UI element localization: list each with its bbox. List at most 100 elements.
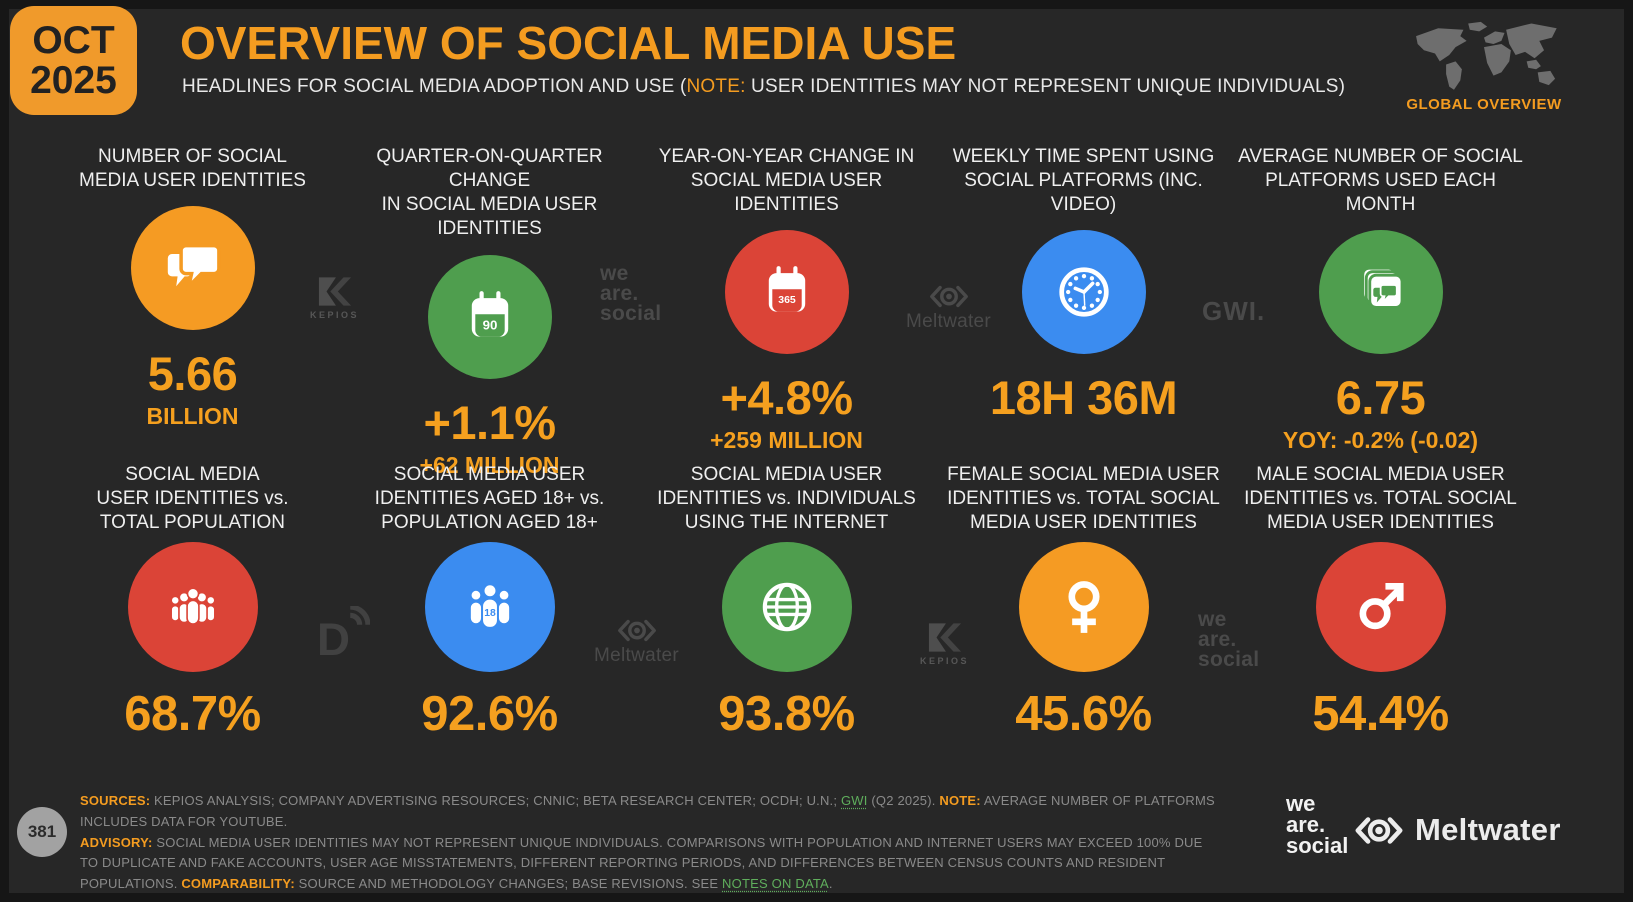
kepios-logo-label: KEPIOS (310, 310, 360, 320)
stat-label: MALE SOCIAL MEDIA USER IDENTITIES vs. TO… (1244, 464, 1517, 534)
sources-text-2: (Q2 2025). (867, 793, 940, 808)
we-are-social-logo-text: social (600, 301, 662, 325)
stat-icon-circle (1018, 542, 1149, 672)
sources-label: SOURCES: (80, 793, 151, 808)
stat-value: +4.8% (720, 371, 853, 425)
stat-icon-circle: 18 (424, 542, 555, 672)
stat-value: 5.66 (147, 347, 238, 401)
stat-subvalue: YOY: -0.2% (-0.02) (1282, 427, 1479, 454)
date-badge-month: OCT (32, 18, 115, 62)
stats-row-1: NUMBER OF SOCIAL MEDIA USER IDENTITIES 5… (44, 145, 1529, 477)
meltwater-logo-label: Meltwater (594, 645, 680, 666)
stat-card-vs-internet-users: SOCIAL MEDIA USER IDENTITIES vs. INDIVID… (638, 463, 935, 739)
chat-bubbles-icon (167, 244, 221, 292)
calendar-90-number: 90 (482, 317, 497, 332)
calendar-90-icon: 90 (471, 290, 508, 337)
subtitle-text: HEADLINES FOR SOCIAL MEDIA ADOPTION AND … (182, 76, 687, 97)
page-subtitle: HEADLINES FOR SOCIAL MEDIA ADOPTION AND … (182, 76, 1345, 98)
subtitle-note-label: NOTE: (686, 76, 746, 97)
datareportal-logo-icon: D (317, 606, 370, 658)
stat-label: SOCIAL MEDIA USER IDENTITIES vs. TOTAL P… (96, 464, 289, 534)
notes-suffix: . (828, 876, 833, 892)
stat-card-weekly-time: WEEKLY TIME SPENT USING SOCIAL PLATFORMS… (935, 145, 1232, 477)
stat-label: WEEKLY TIME SPENT USING SOCIAL PLATFORMS… (952, 146, 1215, 216)
stat-subvalue: +62 MILLION (419, 451, 560, 478)
stat-icon-circle (127, 542, 258, 672)
kepios-logo-label: KEPIOS (920, 656, 970, 666)
stat-icon-circle: 90 (427, 254, 552, 379)
calendar-365-number: 365 (778, 295, 796, 307)
we-are-social-logo-text: we (1286, 791, 1316, 816)
stats-row-2: SOCIAL MEDIA USER IDENTITIES vs. TOTAL P… (44, 463, 1529, 739)
stat-card-user-identities: NUMBER OF SOCIAL MEDIA USER IDENTITIES 5… (44, 145, 341, 477)
kepios-logo: KEPIOS (920, 622, 969, 666)
we-are-social-logo-text: are. (1286, 811, 1326, 837)
page-number-badge: 381 (17, 807, 67, 857)
note-label: NOTE: (939, 793, 981, 808)
notes-on-data-link[interactable]: NOTES ON DATA (722, 876, 829, 892)
page-title: OVERVIEW OF SOCIAL MEDIA USE (180, 17, 957, 69)
stat-value: 93.8% (718, 687, 855, 741)
meltwater-logo: Meltwater (594, 618, 679, 667)
stat-icon-circle: 365 (724, 230, 849, 355)
gwi-logo-text: GWI. (1202, 296, 1266, 326)
stat-card-male-share: MALE SOCIAL MEDIA USER IDENTITIES vs. TO… (1232, 463, 1529, 739)
stat-card-female-share: FEMALE SOCIAL MEDIA USER IDENTITIES vs. … (935, 463, 1232, 739)
kepios-logo-icon (928, 623, 961, 652)
stat-label: YEAR-ON-YEAR CHANGE IN SOCIAL MEDIA USER… (658, 146, 915, 216)
stat-label: AVERAGE NUMBER OF SOCIAL PLATFORMS USED … (1238, 146, 1523, 216)
stat-icon-circle (1021, 230, 1146, 355)
subtitle-text-suffix: USER IDENTITIES MAY NOT REPRESENT UNIQUE… (745, 76, 1346, 97)
comparability-text: SOURCE AND METHODOLOGY CHANGES; BASE REV… (294, 876, 723, 892)
stat-icon-circle (1318, 230, 1443, 355)
we-are-social-footer-logo: we are. social (1286, 791, 1348, 857)
male-symbol-icon (1359, 582, 1404, 630)
stat-value: 6.75 (1335, 371, 1426, 425)
sources-text: KEPIOS ANALYSIS; COMPANY ADVERTISING RES… (150, 793, 841, 808)
footer-notes: SOURCES: KEPIOS ANALYSIS; COMPANY ADVERT… (80, 791, 1220, 895)
stat-card-qoq-change: QUARTER-ON-QUARTER CHANGE IN SOCIAL MEDI… (341, 145, 638, 477)
gwi-logo: GWI. (1202, 296, 1265, 327)
date-badge: OCT 2025 (10, 6, 137, 115)
stat-value: +1.1% (423, 395, 556, 449)
stat-value: 18H 36M (989, 371, 1178, 425)
stat-subvalue: +259 MILLION (710, 427, 863, 454)
stat-value: 45.6% (1015, 687, 1152, 741)
meltwater-footer-logo: Meltwater (1352, 812, 1561, 848)
date-badge-year: 2025 (30, 58, 117, 102)
meltwater-logo-icon (929, 285, 968, 308)
we-are-social-logo-text: are. (1198, 627, 1237, 651)
meltwater-logo-icon (1355, 816, 1403, 844)
region-label: GLOBAL OVERVIEW (1406, 96, 1562, 113)
stat-label: SOCIAL MEDIA USER IDENTITIES AGED 18+ vs… (374, 464, 605, 534)
kepios-logo-icon (318, 277, 351, 306)
meltwater-logo-label: Meltwater (906, 311, 992, 332)
stat-icon-circle (1315, 542, 1446, 672)
we-are-social-logo-text: social (1198, 647, 1260, 671)
note-text: AVERAGE NUMBER OF PLATFORMS INCLUDES DAT… (80, 793, 1215, 829)
we-are-social-logo-text: we (600, 262, 629, 285)
we-are-social-logo: we are. social (600, 262, 670, 325)
stat-value: 54.4% (1312, 687, 1449, 741)
gwi-link[interactable]: GWI (841, 793, 868, 808)
stat-label: FEMALE SOCIAL MEDIA USER IDENTITIES vs. … (947, 464, 1220, 534)
age-18-number: 18 (484, 608, 496, 619)
stat-card-aged-18plus: SOCIAL MEDIA USER IDENTITIES AGED 18+ vs… (341, 463, 638, 739)
adults-18-group-icon: 18 (468, 583, 511, 629)
stat-card-yoy-change: YEAR-ON-YEAR CHANGE IN SOCIAL MEDIA USER… (638, 145, 935, 477)
stat-card-vs-population: SOCIAL MEDIA USER IDENTITIES vs. TOTAL P… (44, 463, 341, 739)
meltwater-logo-label: Meltwater (1415, 812, 1561, 847)
stat-value: 68.7% (124, 687, 261, 741)
world-map-image (1416, 21, 1557, 90)
datareportal-logo-letter: D (317, 614, 350, 658)
globe-icon (762, 582, 811, 632)
meltwater-logo: Meltwater (906, 284, 991, 333)
comparability-label: COMPARABILITY: (181, 876, 295, 892)
platforms-stack-icon (1360, 267, 1403, 310)
stat-label: QUARTER-ON-QUARTER CHANGE IN SOCIAL MEDI… (376, 146, 603, 240)
population-group-icon (169, 587, 216, 625)
we-are-social-logo-text: are. (600, 281, 639, 305)
clock-icon (1058, 267, 1109, 318)
advisory-label: ADVISORY: (80, 834, 153, 850)
